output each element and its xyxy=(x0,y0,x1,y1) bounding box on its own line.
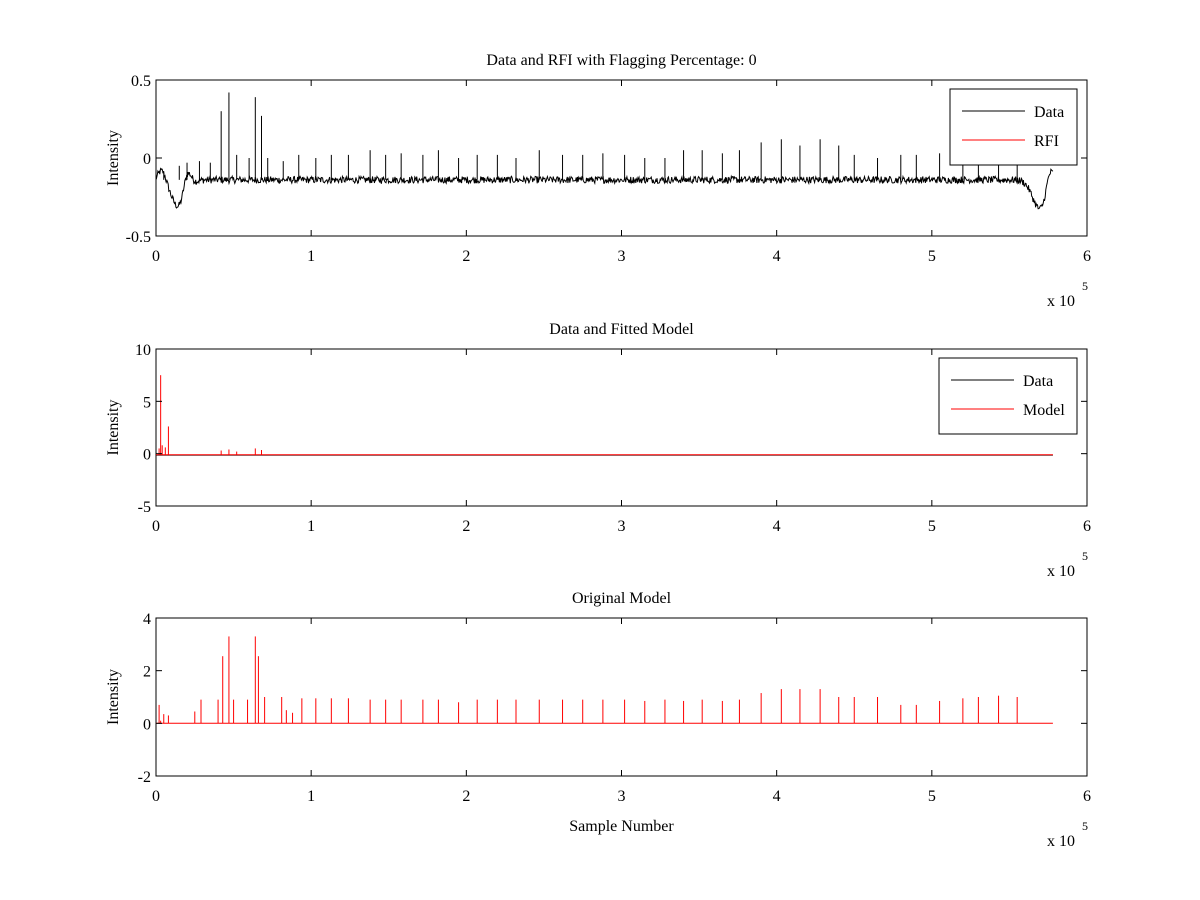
axes-frame xyxy=(155,348,1088,507)
series-data-line xyxy=(156,167,1054,210)
legend: Data Model xyxy=(938,357,1078,435)
y-axis-label: Intensity xyxy=(105,130,122,186)
x-tick-label: 1 xyxy=(307,788,315,805)
y-axis-label: Intensity xyxy=(105,669,122,725)
plot-area xyxy=(156,636,1053,724)
x-tick-label: 2 xyxy=(462,788,470,805)
x-tick-label: 0 xyxy=(152,788,160,805)
x-tick-label: 3 xyxy=(618,518,626,535)
x-tick-label: 5 xyxy=(928,518,936,535)
x-axis-label: Sample Number xyxy=(569,818,674,835)
x-tick-label: 0 xyxy=(152,248,160,265)
y-tick-label: 0 xyxy=(143,447,151,464)
legend-label-data: Data xyxy=(1034,104,1064,121)
x-tick-label: 4 xyxy=(773,518,781,535)
x-tick-label: 3 xyxy=(618,248,626,265)
x-multiplier: x 10 xyxy=(1047,563,1075,580)
x-multiplier: x 10 xyxy=(1047,833,1075,850)
x-tick-label: 0 xyxy=(152,518,160,535)
legend-box xyxy=(949,88,1078,166)
x-tick-label: 6 xyxy=(1083,248,1091,265)
y-tick-label: 0 xyxy=(143,151,151,168)
x-tick-label: 6 xyxy=(1083,518,1091,535)
y-tick-label: -0.5 xyxy=(126,229,151,246)
y-axis-label: Intensity xyxy=(105,400,122,456)
x-tick-label: 1 xyxy=(307,248,315,265)
x-tick-label: 5 xyxy=(928,788,936,805)
x-multiplier-exponent: 5 xyxy=(1082,819,1088,833)
chart-title: Data and Fitted Model xyxy=(549,321,694,338)
chart-title: Original Model xyxy=(572,590,672,607)
legend-label-data: Data xyxy=(1023,373,1053,390)
x-tick-label: 2 xyxy=(462,518,470,535)
y-tick-label: 0.5 xyxy=(131,73,151,90)
chart-title: Data and RFI with Flagging Percentage: 0 xyxy=(486,52,756,69)
x-tick-label: 2 xyxy=(462,248,470,265)
y-tick-label: 2 xyxy=(143,664,151,681)
plot-area xyxy=(156,375,1053,456)
y-tick-label: -5 xyxy=(138,499,151,516)
legend: Data RFI xyxy=(949,88,1078,166)
y-tick-label: 0 xyxy=(143,716,151,733)
y-tick-label: 4 xyxy=(143,611,151,628)
y-tick-label: 10 xyxy=(135,342,151,359)
legend-label-model: Model xyxy=(1023,402,1065,419)
legend-label-rfi: RFI xyxy=(1034,133,1059,150)
x-multiplier-exponent: 5 xyxy=(1082,279,1088,293)
x-tick-label: 4 xyxy=(773,248,781,265)
y-tick-label: 5 xyxy=(143,394,151,411)
x-tick-label: 3 xyxy=(618,788,626,805)
x-tick-label: 5 xyxy=(928,248,936,265)
x-multiplier: x 10 xyxy=(1047,293,1075,310)
axes-frame xyxy=(155,79,1088,237)
x-tick-label: 6 xyxy=(1083,788,1091,805)
x-multiplier-exponent: 5 xyxy=(1082,549,1088,563)
y-tick-label: -2 xyxy=(138,769,151,786)
axes-frame xyxy=(155,617,1088,777)
x-tick-label: 1 xyxy=(307,518,315,535)
legend-box xyxy=(938,357,1078,435)
plot-area xyxy=(156,92,1054,210)
x-tick-label: 4 xyxy=(773,788,781,805)
